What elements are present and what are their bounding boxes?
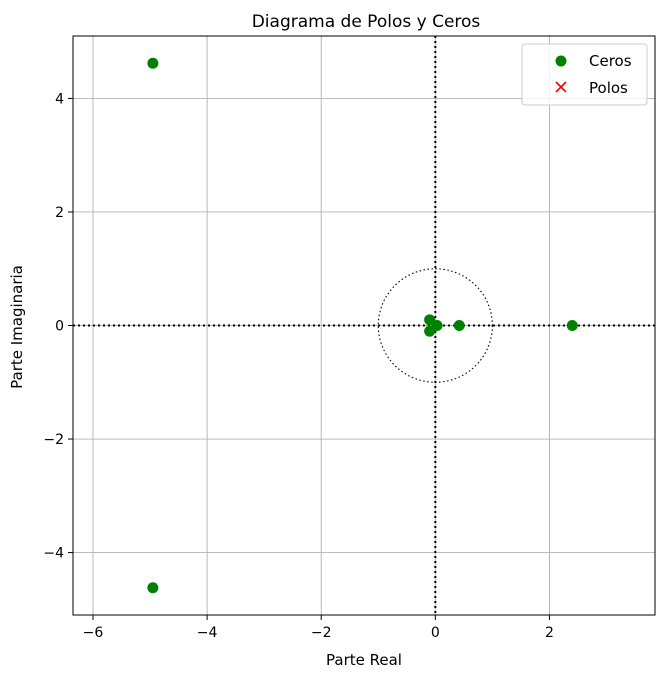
legend-box — [521, 43, 648, 106]
y-tick-label: 4 — [55, 91, 64, 107]
legend-label-ceros: Ceros — [589, 52, 632, 70]
zero-point — [147, 582, 159, 594]
y-tick-label: 2 — [55, 205, 64, 221]
x-tick-label: 0 — [431, 625, 440, 641]
x-axis-ticks: −6 −4 −2 0 2 — [83, 615, 554, 641]
y-axis-label: Parte Imaginaria — [8, 265, 26, 389]
chart-title: Diagrama de Polos y Ceros — [252, 12, 481, 32]
zero-point — [147, 57, 159, 69]
legend-label-polos: Polos — [589, 79, 628, 97]
zero-point — [424, 314, 436, 326]
y-tick-label: −4 — [43, 546, 64, 562]
zero-point — [424, 325, 436, 337]
y-tick-label: −2 — [43, 432, 64, 448]
zero-point — [566, 320, 578, 331]
x-tick-label: −4 — [197, 625, 218, 641]
x-axis-label: Parte Real — [326, 651, 402, 669]
legend: Ceros Polos — [521, 43, 648, 106]
x-tick-label: 2 — [545, 625, 554, 641]
x-tick-label: −2 — [311, 625, 332, 641]
y-axis-ticks: −4 −2 0 2 4 — [43, 91, 73, 562]
guide-lines — [73, 36, 655, 615]
legend-marker-ceros — [555, 55, 567, 67]
x-tick-label: −6 — [83, 625, 104, 641]
legend-marker-polos — [555, 81, 567, 93]
zero-point — [453, 320, 465, 331]
y-tick-label: 0 — [55, 319, 64, 335]
data-points — [147, 57, 578, 594]
unit-circle — [377, 268, 493, 383]
zero-point — [431, 320, 443, 331]
